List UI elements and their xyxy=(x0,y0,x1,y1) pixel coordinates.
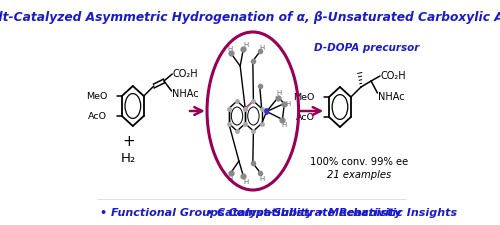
Text: H: H xyxy=(243,42,248,48)
Text: D-DOPA precursor: D-DOPA precursor xyxy=(314,43,419,53)
Text: H: H xyxy=(228,175,232,181)
Text: • Mechanistic Insights: • Mechanistic Insights xyxy=(316,207,456,217)
Text: NHAc: NHAc xyxy=(172,89,199,99)
Text: H: H xyxy=(228,46,232,52)
Text: +: + xyxy=(122,134,135,149)
Text: AcO: AcO xyxy=(88,112,108,121)
Text: 21 examples: 21 examples xyxy=(327,169,391,179)
Text: H: H xyxy=(276,90,282,96)
Text: • Catalyst-Substrate Reactivity: • Catalyst-Substrate Reactivity xyxy=(206,207,402,217)
Text: • Functional Groups Compatibility: • Functional Groups Compatibility xyxy=(100,207,313,217)
Text: H: H xyxy=(285,101,290,107)
Text: 100% conv. 99% ee: 100% conv. 99% ee xyxy=(310,156,408,166)
Text: H: H xyxy=(260,175,265,181)
Text: Cobalt-Catalyzed Asymmetric Hydrogenation of α, β-Unsaturated Carboxylic Acids:: Cobalt-Catalyzed Asymmetric Hydrogenatio… xyxy=(0,11,500,24)
Text: MeO: MeO xyxy=(293,93,314,102)
Text: H: H xyxy=(281,122,286,128)
Text: H: H xyxy=(260,45,265,51)
Text: CO₂H: CO₂H xyxy=(380,71,406,81)
Text: AcO: AcO xyxy=(296,113,314,122)
Text: MeO: MeO xyxy=(86,92,108,101)
Text: H₂: H₂ xyxy=(121,152,136,165)
Circle shape xyxy=(265,109,268,115)
Text: H: H xyxy=(243,178,248,184)
Text: CO₂H: CO₂H xyxy=(173,69,199,79)
Text: NHAc: NHAc xyxy=(378,92,404,101)
